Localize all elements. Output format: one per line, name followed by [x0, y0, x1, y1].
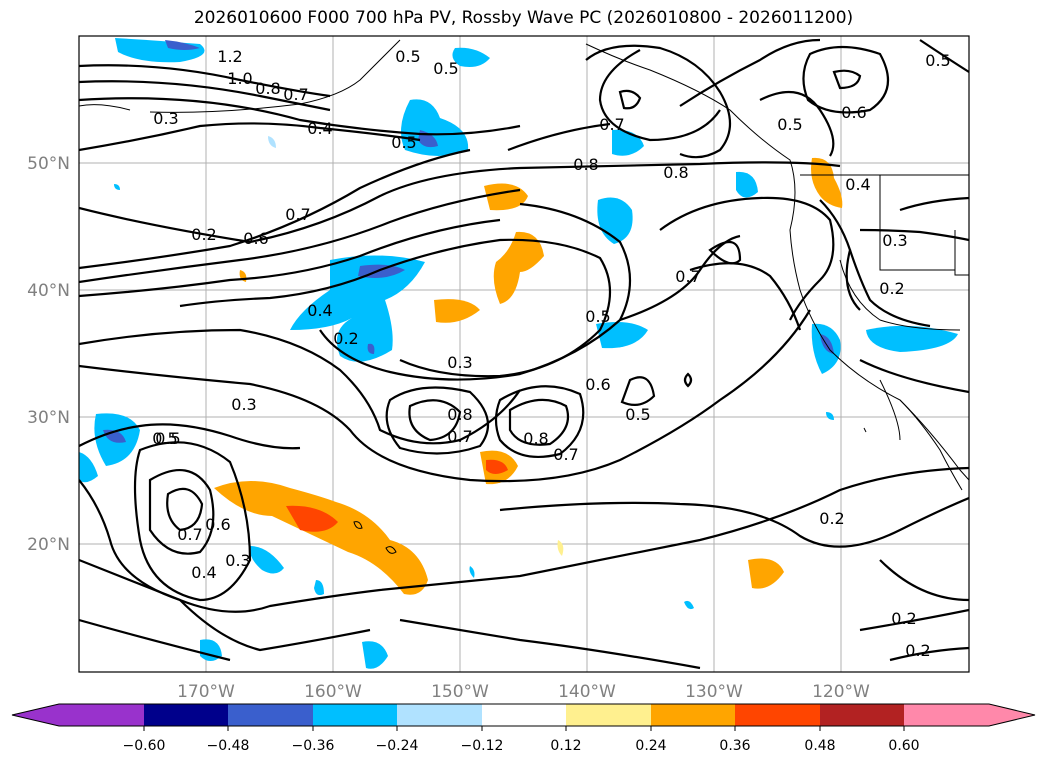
lon-label: 140°W	[558, 682, 616, 702]
contour-label: 0.6	[585, 375, 610, 394]
latitude-labels: 50°N 40°N 30°N 20°N	[27, 154, 70, 555]
colorbar-segment	[735, 704, 820, 726]
contour-label: 0.7	[283, 85, 308, 104]
contour-label: 1.0	[227, 69, 252, 88]
colorbar: −0.60 −0.48 −0.36 −0.24 −0.12 0.12 0.24 …	[11, 703, 1036, 754]
colorbar-segment	[397, 704, 482, 726]
contour-label: 0.3	[225, 551, 250, 570]
map-title: 2026010600 F000 700 hPa PV, Rossby Wave …	[193, 8, 854, 28]
colorbar-segment	[228, 704, 313, 726]
colorbar-segment	[820, 704, 904, 726]
contour-label: 0.5	[585, 307, 610, 326]
contour-label: 0.2	[191, 225, 216, 244]
contour-label: 0.2	[891, 609, 916, 628]
contour-label: 0.5	[777, 115, 802, 134]
lat-label: 50°N	[27, 154, 70, 174]
contour-label: 1.2	[217, 47, 242, 66]
colorbar-extend-max	[989, 704, 1035, 726]
contour-label: 0.8	[523, 429, 548, 448]
contour-label: 0.6	[205, 515, 230, 534]
colorbar-tick-label: −0.36	[292, 738, 335, 754]
colorbar-tickmarks	[143, 726, 905, 731]
lon-label: 120°W	[812, 682, 870, 702]
colorbar-tick-label: −0.60	[123, 738, 166, 754]
colorbar-tick-label: 0.36	[719, 738, 750, 754]
colorbar-extend-min	[12, 704, 59, 726]
map-border	[78, 35, 970, 673]
positive-pc-shading	[214, 157, 843, 595]
lat-label: 20°N	[27, 535, 70, 555]
contour-label: 0.5	[395, 47, 420, 66]
contour-label: 0.8	[573, 155, 598, 174]
colorbar-segment	[651, 704, 735, 726]
contour-label: 0.5	[925, 51, 950, 70]
contour-label: 0.4	[845, 175, 870, 194]
colorbar-segment	[482, 704, 566, 726]
colorbar-tick-label: −0.24	[376, 738, 419, 754]
contour-label: 0.7	[285, 205, 310, 224]
lat-label: 40°N	[27, 281, 70, 301]
contour-label: 0.7	[675, 267, 700, 286]
contour-label: 0.5	[152, 429, 177, 448]
contour-label: 0.5	[155, 429, 180, 448]
contour-label: 0.2	[905, 641, 930, 660]
contour-label: 0.7	[553, 445, 578, 464]
contour-label: 0.7	[599, 115, 624, 134]
colorbar-tick-label: 0.60	[888, 738, 919, 754]
lon-label: 150°W	[431, 682, 489, 702]
contour-labels: 1.2 1.0 0.8 0.7 0.5 0.3 0.4 0.5 0.5 0.7 …	[152, 47, 950, 660]
pv-contours	[79, 38, 969, 670]
contour-label: 0.3	[231, 395, 256, 414]
contour-label: 0.8	[447, 405, 472, 424]
contour-label: 0.5	[433, 59, 458, 78]
lon-label: 130°W	[685, 682, 743, 702]
colorbar-outline	[11, 703, 1036, 727]
contour-label: 0.4	[307, 119, 332, 138]
contour-label: 0.2	[879, 279, 904, 298]
contour-label: 0.3	[882, 231, 907, 250]
colorbar-tick-label: −0.12	[461, 738, 504, 754]
colorbar-tick-label: 0.12	[550, 738, 581, 754]
contour-label: 0.2	[819, 509, 844, 528]
colorbar-segment	[59, 704, 144, 726]
contour-label: 0.7	[177, 525, 202, 544]
colorbar-segment	[144, 704, 228, 726]
contour-label: 0.7	[447, 427, 472, 446]
longitude-labels: 170°W 160°W 150°W 140°W 130°W 120°W	[177, 682, 870, 702]
colorbar-tick-label: 0.48	[804, 738, 835, 754]
lat-label: 30°N	[27, 408, 70, 428]
colorbar-tick-label: 0.24	[635, 738, 666, 754]
contour-label: 0.8	[255, 79, 280, 98]
colorbar-segment	[566, 704, 651, 726]
coastlines	[79, 39, 969, 554]
contour-label: 0.6	[243, 229, 268, 248]
colorbar-segment	[313, 704, 397, 726]
colorbar-tick-label: −0.48	[207, 738, 250, 754]
contour-label: 0.2	[333, 329, 358, 348]
lon-label: 160°W	[304, 682, 362, 702]
colorbar-segment	[904, 704, 989, 726]
lon-label: 170°W	[177, 682, 235, 702]
contour-label: 0.8	[663, 163, 688, 182]
contour-label: 0.6	[841, 103, 866, 122]
contour-label: 0.5	[625, 405, 650, 424]
contour-label: 0.5	[391, 133, 416, 152]
contour-label: 0.4	[307, 301, 332, 320]
contour-label: 0.4	[191, 563, 216, 582]
contour-label: 0.3	[447, 353, 472, 372]
contour-label: 0.3	[153, 109, 178, 128]
